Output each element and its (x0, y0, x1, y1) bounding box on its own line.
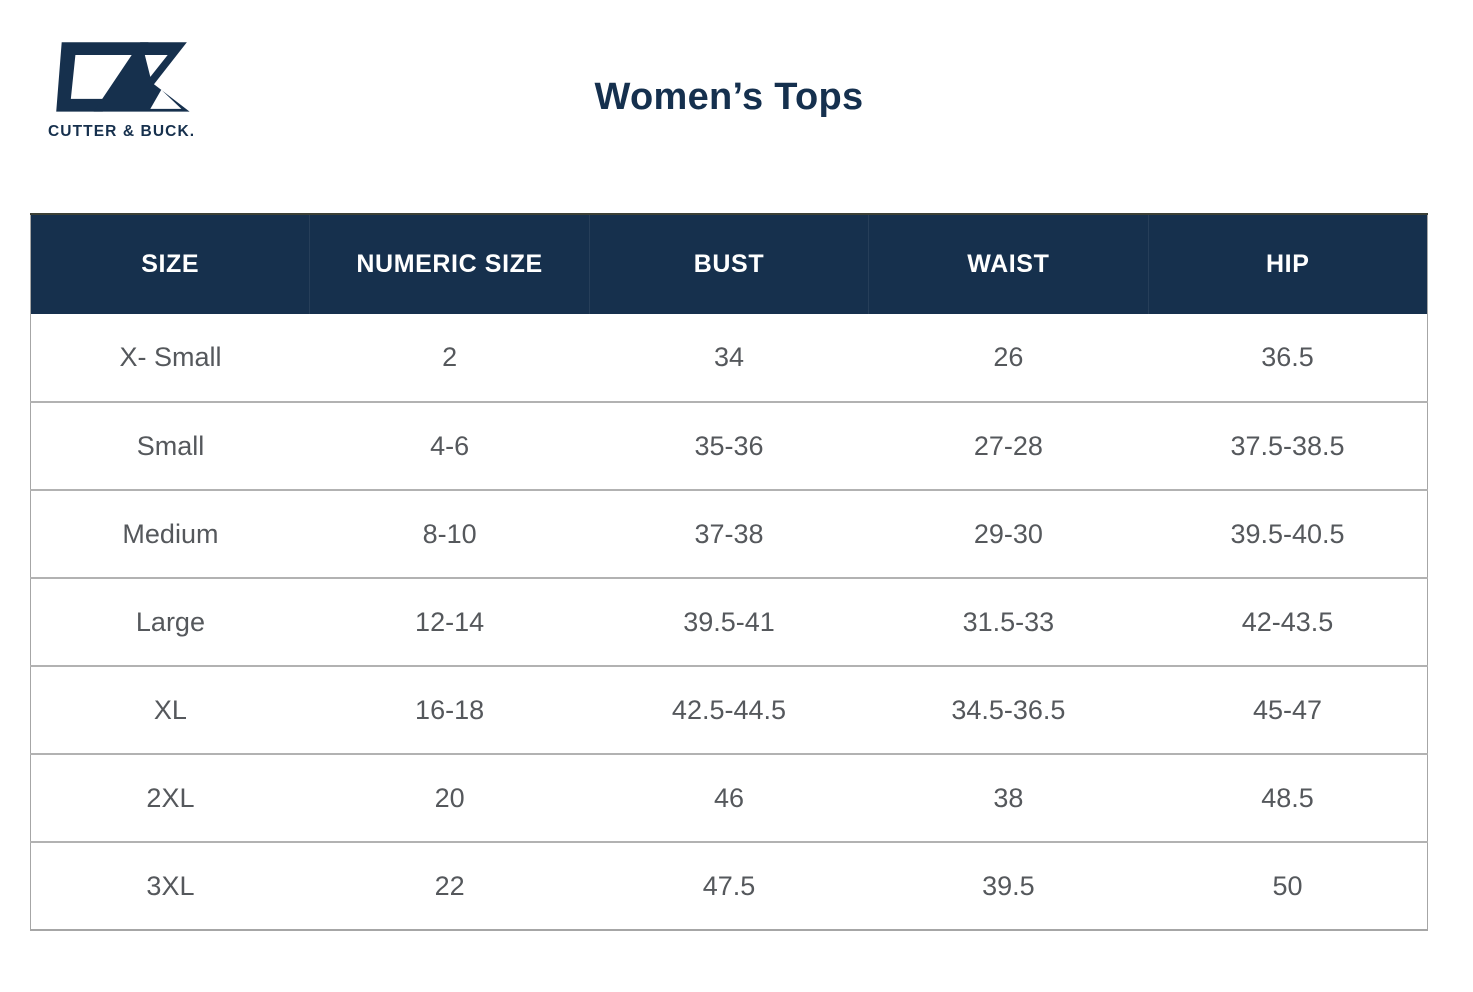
table-cell: 34 (589, 314, 869, 403)
table-cell: 22 (309, 842, 590, 931)
table-cell: X- Small (30, 314, 310, 403)
table-cell: 20 (309, 754, 590, 843)
header-row: SIZE NUMERIC SIZE BUST WAIST HIP (30, 213, 1428, 314)
table-cell: 31.5-33 (868, 578, 1149, 667)
table-cell: 2 (309, 314, 590, 403)
brand-logo: CUTTER & BUCK. (48, 34, 200, 141)
table-row: Small 4-6 35-36 27-28 37.5-38.5 (30, 402, 1428, 491)
table-cell: 39.5-40.5 (1148, 490, 1428, 579)
table-cell: 39.5-41 (589, 578, 869, 667)
table-cell: Large (30, 578, 310, 667)
table-cell: 50 (1148, 842, 1428, 931)
table-cell: 8-10 (309, 490, 590, 579)
table-cell: 37-38 (589, 490, 869, 579)
table-cell: 35-36 (589, 402, 869, 491)
column-header-hip: HIP (1147, 213, 1428, 314)
table-row: Medium 8-10 37-38 29-30 39.5-40.5 (30, 490, 1428, 579)
table-row: Large 12-14 39.5-41 31.5-33 42-43.5 (30, 578, 1428, 667)
page-title: Women’s Tops (594, 76, 864, 118)
column-header-waist: WAIST (868, 213, 1149, 314)
column-header-numeric-size: NUMERIC SIZE (309, 213, 590, 314)
table-row: 2XL 20 46 38 48.5 (30, 754, 1428, 843)
brand-wordmark: CUTTER & BUCK. (48, 123, 196, 140)
table-cell: 2XL (30, 754, 310, 843)
table-cell: 39.5 (868, 842, 1149, 931)
table-cell: 27-28 (868, 402, 1149, 491)
table-cell: 29-30 (868, 490, 1149, 579)
table-cell: 36.5 (1148, 314, 1428, 403)
table-row: 3XL 22 47.5 39.5 50 (30, 842, 1428, 931)
size-chart-body: X- Small 2 34 26 36.5 Small 4-6 35-36 27-28 37.5-… (30, 314, 1428, 931)
column-header-size: SIZE (30, 213, 310, 314)
table-cell: 16-18 (309, 666, 590, 755)
table-cell: 42-43.5 (1148, 578, 1428, 667)
table-cell: 48.5 (1148, 754, 1428, 843)
table-cell: Medium (30, 490, 310, 579)
table-cell: 3XL (30, 842, 310, 931)
size-chart-header: SIZE NUMERIC SIZE BUST WAIST HIP (30, 213, 1428, 314)
table-cell: 45-47 (1148, 666, 1428, 755)
table-row: XL 16-18 42.5-44.5 34.5-36.5 45-47 (30, 666, 1428, 755)
table-cell: 38 (868, 754, 1149, 843)
table-cell: 34.5-36.5 (868, 666, 1149, 755)
cb-monogram-icon (56, 42, 190, 112)
size-chart-table: SIZE NUMERIC SIZE BUST WAIST HIP X- Smal… (30, 213, 1428, 931)
table-cell: Small (30, 402, 310, 491)
table-row: X- Small 2 34 26 36.5 (30, 314, 1428, 403)
table-cell: 47.5 (589, 842, 869, 931)
table-cell: XL (30, 666, 310, 755)
table-cell: 42.5-44.5 (589, 666, 869, 755)
table-cell: 26 (868, 314, 1149, 403)
table-cell: 12-14 (309, 578, 590, 667)
table-cell: 37.5-38.5 (1148, 402, 1428, 491)
column-header-bust: BUST (588, 213, 869, 314)
table-cell: 4-6 (309, 402, 590, 491)
table-cell: 46 (589, 754, 869, 843)
